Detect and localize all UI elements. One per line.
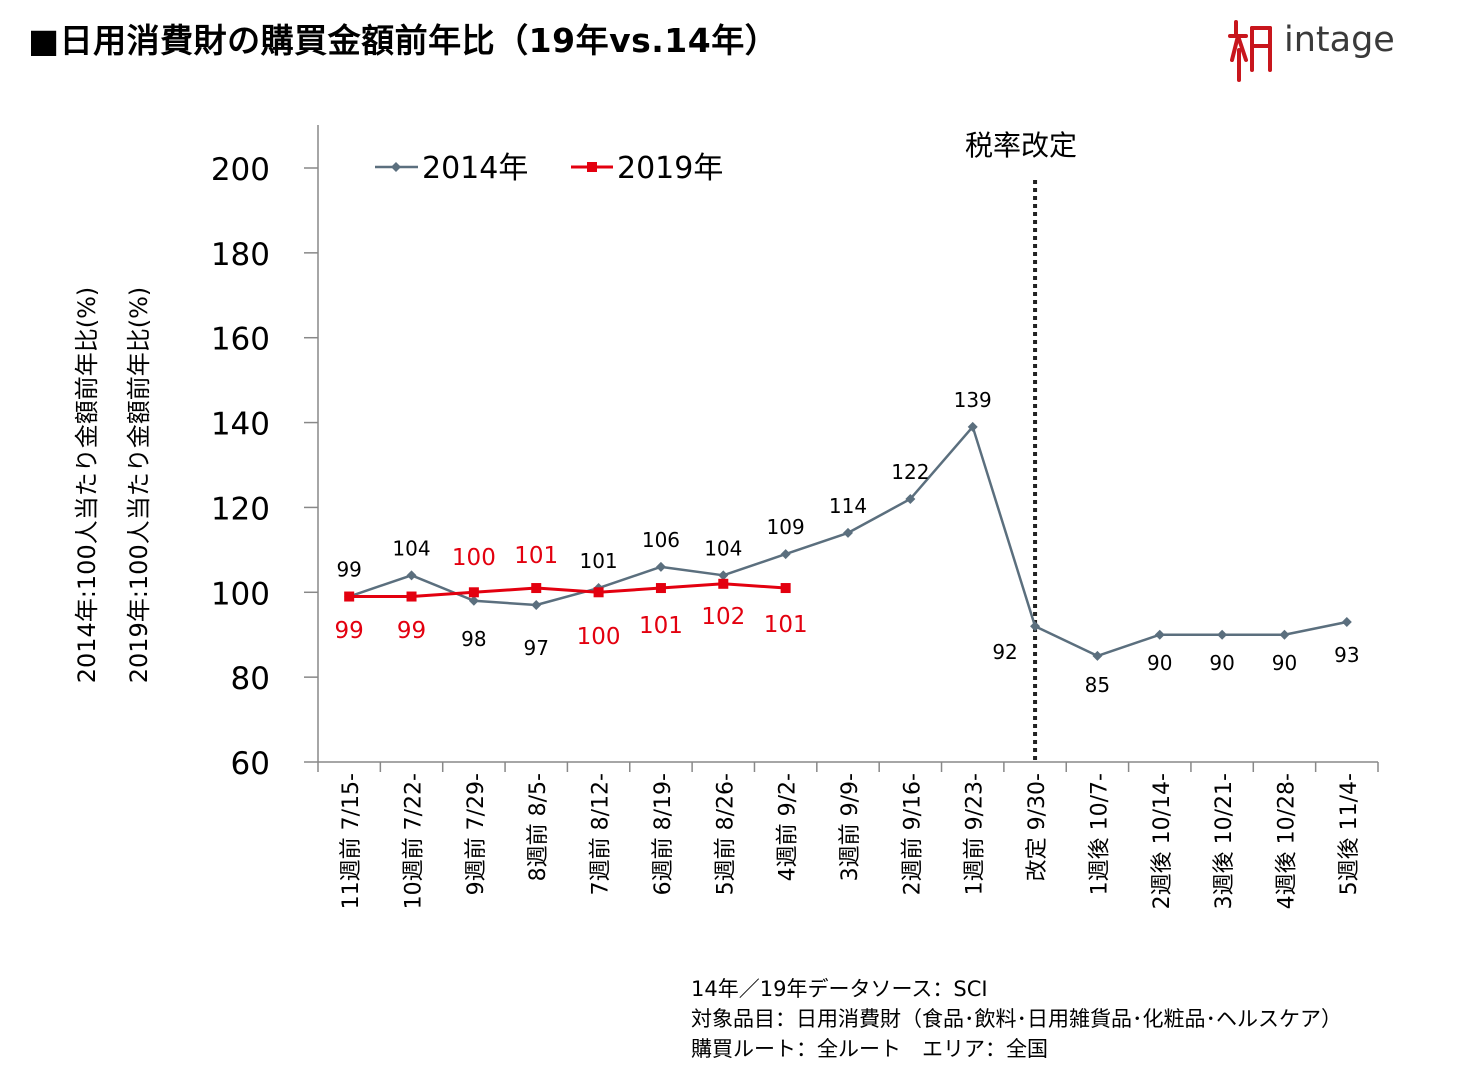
series-2014-data-label: 109 (767, 515, 805, 539)
x-tick-label: 1週前 9/23- (963, 773, 988, 895)
x-tick-label: 5週前 8/26- (713, 773, 738, 895)
series-2019-point (406, 591, 417, 602)
x-tick-label: 7週前 8/12- (589, 773, 614, 895)
x-tick-label: 3週前 9/9- (838, 773, 863, 881)
x-tick-label: 2週前 9/16- (900, 773, 925, 895)
page-title: ■日用消費財の購買金額前年比（19年vs.14年） (28, 21, 779, 60)
series-2014-data-label: 122 (891, 460, 929, 484)
series-2019-data-label: 101 (764, 612, 808, 638)
series-2014-line (348, 425, 1348, 658)
series-2014-data-label: 90 (1147, 651, 1172, 675)
series-2019-data-label: 102 (701, 604, 745, 630)
series-2014-data-label: 93 (1334, 643, 1359, 667)
series-2019-point (593, 587, 604, 598)
series-2019-point (718, 578, 729, 589)
y-tick-label: 200 (211, 152, 270, 188)
series-2019-data-label: 100 (452, 545, 496, 571)
series-2014-data-label: 97 (524, 636, 549, 660)
footnote-route: 購買ルート：全ルート エリア：全国 (691, 1037, 1048, 1061)
series-2014-data-label: 90 (1272, 651, 1297, 675)
series-2019-line (349, 582, 786, 599)
series-2014-data-label: 90 (1209, 651, 1234, 675)
series-2019-point (655, 583, 666, 594)
intage-logo: intage (1226, 16, 1426, 86)
series-2014-data-label: 104 (704, 536, 742, 560)
series-2014-point (1092, 650, 1103, 661)
series-2019-point (344, 591, 355, 602)
x-tick-label: 2週後 10/14- (1150, 773, 1175, 909)
x-tick-label: 11週前 7/15- (339, 773, 364, 909)
x-tick-label: 4週後 10/28- (1274, 773, 1299, 909)
series-2014-point (1279, 629, 1290, 640)
series-2014-data-label: 92 (992, 640, 1017, 664)
series-2014-point (468, 595, 479, 606)
y-tick-label: 180 (211, 237, 270, 273)
legend-2019-marker (587, 162, 597, 172)
x-tick-label: 4週前 9/2- (776, 773, 801, 881)
x-tick-label: 6週前 8/19- (651, 773, 676, 895)
event-label: 税率改定 (965, 129, 1077, 162)
footnotes: 14年／19年データソース：SCI 対象品目：日用消費財（食品･飲料･日用雑貨品… (691, 974, 1342, 1064)
series-2014-data-label: 139 (954, 388, 992, 412)
series-2014-data-label: 98 (461, 627, 486, 651)
series-2014-point (780, 549, 791, 560)
series-2019-point (531, 583, 542, 594)
series-2014-point (655, 561, 666, 572)
series-2014-point (1341, 616, 1352, 627)
series-2014-point (531, 600, 542, 611)
series-2014-point (718, 570, 729, 581)
series-2014-point (1217, 629, 1228, 640)
intage-figure-icon (1228, 20, 1272, 82)
x-tick-label: 9週前 7/29- (464, 773, 489, 895)
series-2014-data-label: 114 (829, 494, 867, 518)
series-2014-point (406, 570, 417, 581)
series-2019-data-label: 99 (335, 618, 364, 644)
series-2019-data-label: 99 (397, 618, 426, 644)
footnote-items: 対象品目：日用消費財（食品･飲料･日用雑貨品･化粧品･ヘルスケア） (691, 1007, 1342, 1031)
x-tick-label: 1週後 10/7- (1087, 773, 1112, 895)
series-2014-data-label: 101 (579, 549, 617, 573)
series-2019-data-label: 100 (577, 624, 621, 650)
series-2019-point (780, 583, 791, 594)
series-2019-point (468, 587, 479, 598)
y-tick-label: 100 (211, 576, 270, 612)
legend-2014-label: 2014年 (422, 151, 528, 186)
chart: 60 80 100 120 140 160 180 200 11週前 7/15- 10週前 7/2… (73, 125, 1379, 909)
legend-2019-label: 2019年 (617, 151, 723, 186)
series-2014-data-label: 99 (336, 558, 361, 582)
footnote-source: 14年／19年データソース：SCI (691, 977, 988, 1001)
x-tick-label: 10週前 7/22- (402, 773, 427, 909)
y-axis-label: 2019年:100人当たり金額前年比(%) (125, 287, 153, 684)
series-2014-data-label: 106 (642, 528, 680, 552)
series-2014-data-label: 104 (392, 536, 430, 560)
series-2014-point (843, 527, 853, 538)
y-axis-label: 2014年:100人当たり金額前年比(%) (73, 287, 101, 684)
series-2014-point (967, 421, 978, 432)
x-tick-label: 改定 9/30- (1025, 773, 1050, 881)
y-tick-label: 160 (211, 322, 270, 358)
y-tick-label: 60 (231, 746, 270, 782)
x-tick-label: 3週後 10/21- (1212, 773, 1237, 909)
series-2014-point (1154, 629, 1165, 640)
series-2014-point (1030, 621, 1041, 632)
series-2014-data-label: 85 (1085, 673, 1110, 697)
legend-2014-marker (391, 162, 401, 172)
series-2019-data-label: 101 (514, 543, 558, 569)
x-tick-label: 8週前 8/5- (526, 773, 551, 881)
logo-text: intage (1284, 20, 1395, 60)
series-2014-point (905, 493, 916, 504)
x-tick-label: 5週後 11/4- (1337, 773, 1362, 895)
y-tick-label: 80 (231, 661, 270, 697)
y-tick-label: 120 (211, 491, 270, 527)
series-2019-data-label: 101 (639, 613, 683, 639)
y-tick-label: 140 (211, 407, 270, 443)
